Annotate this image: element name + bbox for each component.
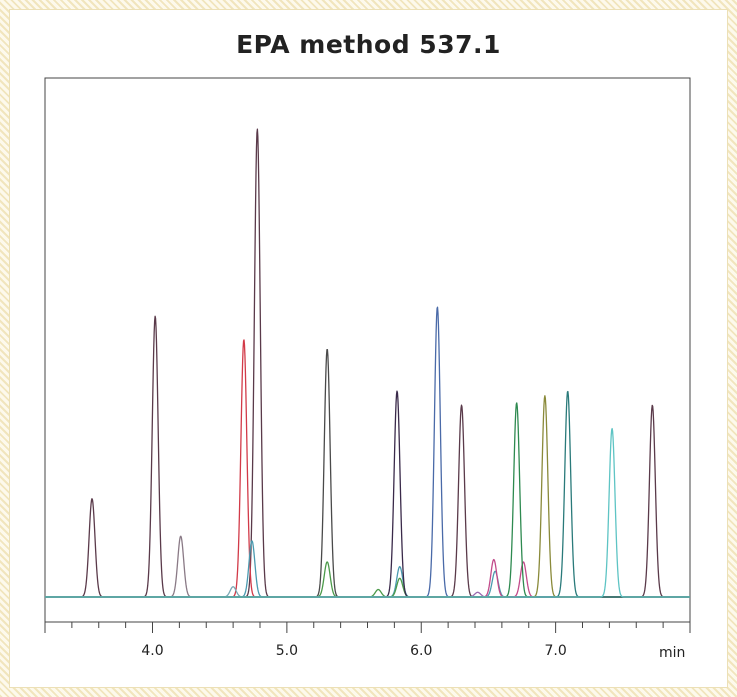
chart-panel xyxy=(9,9,728,688)
x-tick-label: 5.0 xyxy=(276,643,298,659)
series-trace-13 xyxy=(44,395,691,598)
series-trace-3 xyxy=(44,339,691,598)
x-tick-label: 4.0 xyxy=(141,643,163,659)
series-trace-15 xyxy=(44,427,691,598)
minor-ticks xyxy=(44,622,691,628)
series-layer xyxy=(44,128,691,598)
series-trace-6 xyxy=(44,349,691,598)
chart-title: EPA method 537.1 xyxy=(236,30,501,59)
series-trace-4 xyxy=(44,540,691,598)
x-axis-label: min xyxy=(659,645,685,661)
tick-labels: 4.0 5.0 6.0 7.0 xyxy=(141,643,566,659)
series-trace-9 xyxy=(44,306,691,598)
series-trace-5 xyxy=(44,586,691,598)
series-trace-8 xyxy=(44,390,691,598)
series-trace-1 xyxy=(44,128,691,598)
plot-frame xyxy=(44,77,691,623)
series-trace-12 xyxy=(44,402,691,598)
major-ticks xyxy=(44,622,691,633)
x-tick-label: 6.0 xyxy=(410,643,432,659)
x-tick-label: 7.0 xyxy=(544,643,566,659)
series-trace-10 xyxy=(44,558,691,598)
series-trace-2 xyxy=(44,535,691,598)
series-trace-11 xyxy=(44,591,691,598)
series-trace-14 xyxy=(44,390,691,598)
series-trace-7 xyxy=(44,561,691,598)
